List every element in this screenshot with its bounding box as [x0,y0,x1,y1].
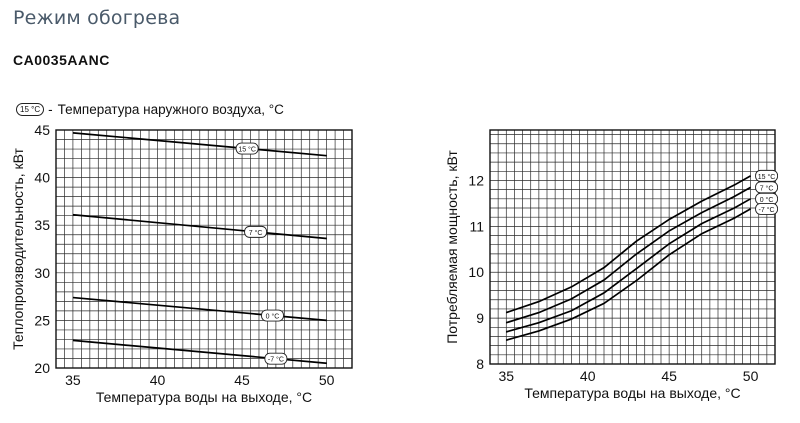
series-badge-label-2: 0 °C [266,313,280,321]
y-tick-label: 20 [34,360,50,376]
x-axis-label: Температура воды на выходе, °C [96,389,312,405]
series-badge-label-3: -7 °C [268,356,284,364]
x-tick-label: 45 [234,372,250,388]
y-axis-label: Теплопроизводительность, кВт [10,147,26,349]
y-tick-label: 45 [34,122,50,138]
chart-1-frame [55,129,353,369]
y-tick-label: 35 [34,217,50,233]
x-tick-label: 35 [65,372,81,388]
y-tick-label: 40 [34,170,50,186]
series-badge-2 [261,309,284,322]
series-badge-3 [264,352,288,365]
legend-dash: - [48,102,53,117]
series-line-0 [72,132,327,157]
legend-text: Температура наружного воздуха, °C [57,102,284,117]
y-tick-label: 25 [34,312,50,328]
series-badge-0 [235,142,259,155]
chart-1-grid [55,129,353,369]
x-tick-label: 40 [150,372,166,388]
legend-badge: 15 °C [16,103,45,116]
series-badge-label-1: 7 °C [249,229,263,237]
x-tick-label: 50 [319,372,335,388]
y-tick-label: 30 [34,265,50,281]
series-line-1 [72,213,327,240]
legend-note: 15 °C - Температура наружного воздуха, °… [13,102,284,117]
series-line-2 [72,296,327,322]
series-badge-label-0: 15 °C [238,146,256,154]
series-badge-1 [244,225,268,238]
model-name: CA0035AANC [13,52,110,68]
page-title: Режим обогрева [13,7,181,29]
